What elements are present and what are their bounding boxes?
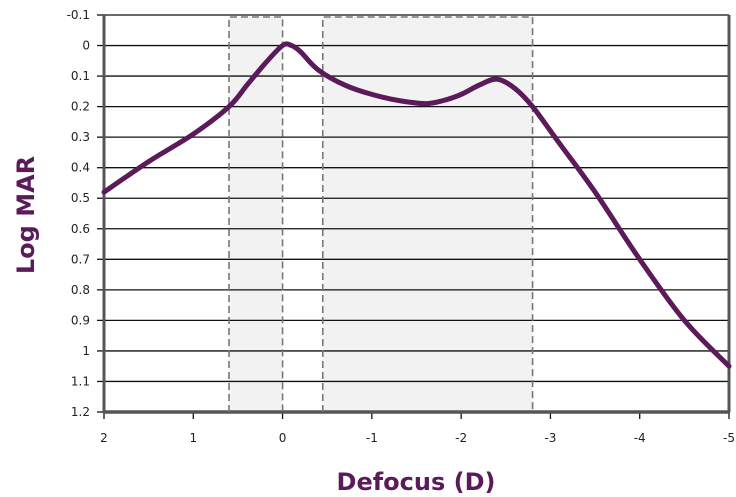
x-tick-label: -5 [723, 431, 735, 445]
y-tick-label: 1.2 [71, 405, 90, 419]
x-tick-labels: 2 1 0 -1 -2 -3 -4 -5 [100, 431, 735, 445]
y-tick-label: 0.7 [71, 252, 90, 266]
y-tick-label: 0.8 [71, 283, 90, 297]
y-tick-label: 0.6 [71, 222, 90, 236]
x-axis-title: Defocus (D) [337, 468, 496, 496]
y-tick-label: 0.1 [71, 69, 90, 83]
y-axis-title: Log MAR [12, 156, 40, 274]
region-border-2 [321, 16, 534, 412]
series-layer [101, 41, 732, 369]
y-tick-label: -0.1 [67, 8, 90, 22]
x-tick-label: 1 [189, 431, 197, 445]
y-tick-label: 1.1 [71, 374, 90, 388]
y-tick-label: 0.4 [71, 161, 90, 175]
shaded-region-1 [229, 17, 283, 412]
y-tick-label: 1 [82, 344, 90, 358]
y-tick-label: 0.2 [71, 100, 90, 114]
y-tick-label: 0.3 [71, 130, 90, 144]
axes-frame [102, 14, 731, 419]
x-tick-label: -2 [455, 431, 467, 445]
x-tick-label: -1 [366, 431, 378, 445]
y-tick-label: 0.5 [71, 191, 90, 205]
x-tick-label: 0 [279, 431, 287, 445]
y-tick-label: 0.9 [71, 313, 90, 327]
x-tick-label: 2 [100, 431, 108, 445]
region-borders [228, 16, 534, 412]
series-line-1 [101, 41, 732, 369]
region-border-1 [228, 16, 284, 412]
shaded-regions [229, 17, 533, 412]
y-tick-label: 0 [82, 39, 90, 53]
shaded-region-2 [322, 17, 533, 412]
x-tick-label: -4 [634, 431, 646, 445]
x-tick-label: -3 [544, 431, 556, 445]
y-tick-labels: -0.1 0 0.1 0.2 0.3 0.4 0.5 0.6 0.7 0.8 0.9 1 1.1 1.2 [67, 8, 90, 419]
